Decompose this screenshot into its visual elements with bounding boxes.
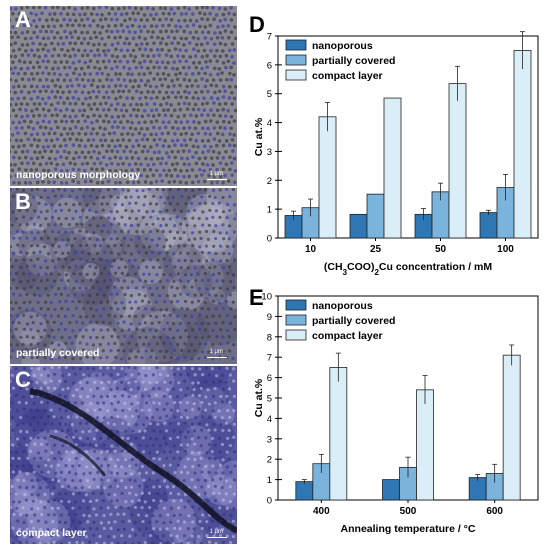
y-tick-label: 10 xyxy=(261,292,272,303)
y-tick-label: 1 xyxy=(267,205,272,216)
x-axis-label: (CH3COO)2Cu concentration / mM xyxy=(324,261,492,277)
x-tick-label: 25 xyxy=(370,244,382,255)
panel-caption-b: partially covered xyxy=(16,347,100,359)
y-tick-label: 7 xyxy=(267,32,272,43)
legend-swatch xyxy=(285,69,307,81)
panel-caption-c: compact layer xyxy=(16,527,87,539)
legend-label: nanoporous xyxy=(312,40,373,52)
x-tick-label: 500 xyxy=(400,506,417,517)
legend-label: compact layer xyxy=(312,330,383,342)
y-tick-label: 2 xyxy=(267,176,272,187)
plot-frame xyxy=(277,35,539,239)
bar-compact-layer xyxy=(383,97,402,239)
sem-image-a: A nanoporous morphology 1 μm xyxy=(10,6,237,186)
scale-label-a: 1 μm xyxy=(209,171,223,177)
x-axis-label: Annealing temperature / °C xyxy=(341,523,476,535)
chart-d: 0 1 2 3 4 5 6 7 10 25 50 100 (CH3COO)2Cu concentrati… xyxy=(253,31,539,277)
x-tick-label: 600 xyxy=(486,506,503,517)
legend-swatch xyxy=(285,314,307,326)
y-tick-label: 3 xyxy=(267,434,272,445)
legend-label: partially covered xyxy=(312,55,395,67)
y-tick-label: 4 xyxy=(267,414,272,425)
y-tick-label: 4 xyxy=(267,118,272,129)
y-tick-label: 1 xyxy=(267,475,272,486)
chart-e: 0 1 2 3 4 5 6 7 8 9 10 400 500 600 Annealing temperatu… xyxy=(253,292,539,535)
x-tick-label: 400 xyxy=(313,506,330,517)
panel-caption-a: nanoporous morphology xyxy=(16,169,141,181)
x-tick-label: 100 xyxy=(497,244,514,255)
sem-texture xyxy=(10,188,237,364)
panel-letter-b: B xyxy=(15,189,31,214)
bar-nanoporous xyxy=(479,212,498,239)
x-tick-label: 50 xyxy=(435,244,447,255)
y-tick-label: 6 xyxy=(267,373,272,384)
bar-nanoporous xyxy=(468,477,487,501)
bar-partially-covered xyxy=(366,193,385,239)
chart-letter-e: E xyxy=(249,285,264,310)
scale-bar xyxy=(207,536,227,538)
y-tick-label: 8 xyxy=(267,332,272,343)
y-axis-label: Cu at.% xyxy=(253,117,265,156)
bar-nanoporous xyxy=(382,479,400,501)
scale-bar xyxy=(207,178,227,180)
y-tick-label: 7 xyxy=(267,353,272,364)
sem-texture xyxy=(10,6,237,186)
legend-swatch xyxy=(285,329,307,341)
legend-label: compact layer xyxy=(312,70,383,82)
y-tick-label: 0 xyxy=(267,234,272,245)
legend-swatch xyxy=(285,299,307,311)
scale-label-c: 1 μm xyxy=(209,529,223,535)
scale-bar xyxy=(207,356,227,358)
sem-image-b: B partially covered 1 μm xyxy=(10,188,237,364)
y-tick-label: 5 xyxy=(267,89,272,100)
bar-nanoporous xyxy=(349,213,368,239)
panel-letter-c: C xyxy=(15,367,31,392)
y-tick-label: 6 xyxy=(267,60,272,71)
legend-label: nanoporous xyxy=(312,300,373,312)
bar-compact-layer xyxy=(416,389,434,501)
bar-nanoporous xyxy=(295,481,314,501)
sem-texture xyxy=(10,366,237,544)
x-tick-label: 10 xyxy=(305,244,317,255)
bar-compact-layer xyxy=(448,83,467,239)
y-tick-label: 5 xyxy=(267,394,272,405)
y-tick-label: 3 xyxy=(267,147,272,158)
panel-letter-a: A xyxy=(15,7,31,32)
legend-label: partially covered xyxy=(312,315,395,327)
y-tick-label: 2 xyxy=(267,455,272,466)
scale-label-b: 1 μm xyxy=(209,349,223,355)
sem-image-c: C compact layer 1 μm xyxy=(10,366,237,544)
bar-compact-layer xyxy=(329,367,348,501)
bar-compact-layer xyxy=(502,354,521,501)
legend-swatch xyxy=(285,54,307,66)
bar-compact-layer xyxy=(513,50,532,239)
y-axis-label: Cu at.% xyxy=(253,378,265,417)
chart-letter-d: D xyxy=(249,12,265,37)
bar-compact-layer xyxy=(318,116,337,239)
y-tick-label: 9 xyxy=(267,312,272,323)
legend-swatch xyxy=(285,39,307,51)
y-tick-label: 0 xyxy=(267,496,272,507)
